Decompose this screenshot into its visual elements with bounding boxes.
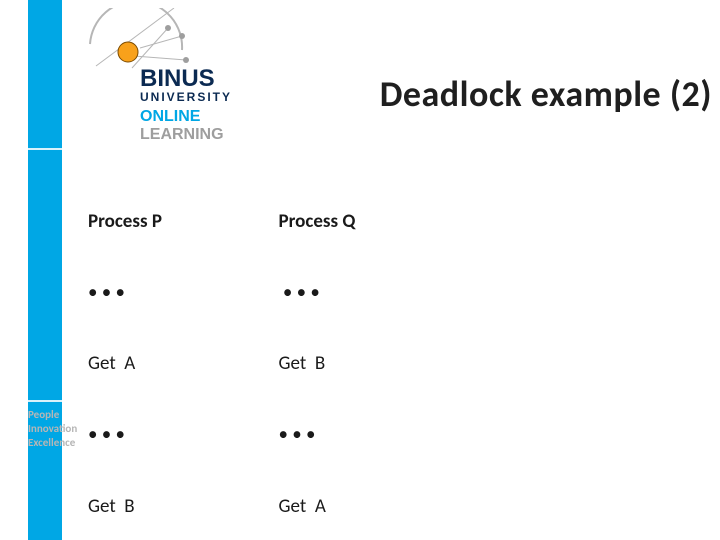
process-p-column: Process P • • • Get A • • • Get B • • • … xyxy=(88,162,163,540)
logo-line4: LEARNING xyxy=(140,126,224,143)
process-p-step: • • • xyxy=(88,281,163,305)
footer-line: Innovation xyxy=(28,422,77,436)
process-p-step: Get A xyxy=(88,352,163,376)
logo-line2: UNIVERSITY xyxy=(140,90,232,104)
footer-line: Excellence xyxy=(28,436,77,450)
binus-logo-svg: BINUS UNIVERSITY ONLINE LEARNING xyxy=(86,8,236,148)
binus-logo: BINUS UNIVERSITY ONLINE LEARNING xyxy=(86,8,236,148)
footer-motto: People Innovation Excellence xyxy=(28,408,77,449)
slide-title: Deadlock example (2) xyxy=(380,72,712,116)
process-q-column: Process Q • • • Get B • • • Get A • • • … xyxy=(279,162,356,540)
process-q-header: Process Q xyxy=(279,210,356,234)
process-columns: Process P • • • Get A • • • Get B • • • … xyxy=(88,162,355,540)
process-p-header: Process P xyxy=(88,210,163,234)
process-q-step: • • • xyxy=(279,423,356,447)
logo-line1: BINUS xyxy=(140,65,215,92)
process-p-step: Get B xyxy=(88,495,163,519)
slide: BINUS UNIVERSITY ONLINE LEARNING Deadloc… xyxy=(0,0,720,540)
process-p-step: • • • xyxy=(88,423,163,447)
process-q-step: • • • xyxy=(279,281,356,305)
logo-line3: ONLINE xyxy=(140,108,201,125)
footer-line: People xyxy=(28,408,77,422)
left-accent-band xyxy=(28,0,62,540)
process-q-step: Get A xyxy=(279,495,356,519)
process-q-step: Get B xyxy=(279,352,356,376)
